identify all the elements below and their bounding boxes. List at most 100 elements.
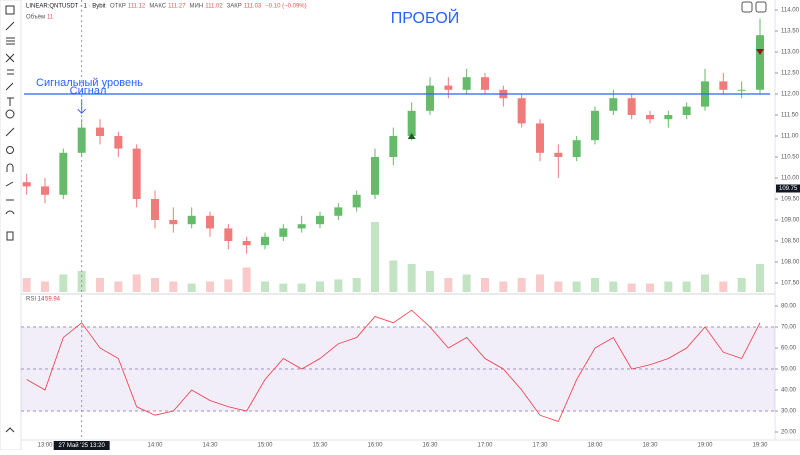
- candle-body: [206, 215, 214, 229]
- crosshair-price: 109.75: [779, 186, 798, 192]
- volume-bar: [114, 281, 123, 292]
- y-tick-label: 113.00: [781, 50, 800, 56]
- window-buttons[interactable]: [741, 1, 767, 13]
- volume-bar: [426, 271, 434, 292]
- candle-body: [462, 77, 471, 90]
- signal-marker: [756, 49, 764, 55]
- candle-body: [646, 115, 654, 120]
- volume-bar: [371, 222, 379, 292]
- volume-bar: [664, 281, 673, 292]
- candle-body: [389, 136, 398, 157]
- quote-change: −0.10 (−0.09%): [265, 4, 306, 10]
- x-tick-label: 16:00: [367, 443, 383, 449]
- volume-bar: [261, 281, 269, 292]
- volume-bar: [22, 278, 31, 292]
- y2-tick-label: 50.00: [781, 367, 797, 373]
- y-tick-label: 111.50: [781, 113, 799, 119]
- volume-bar: [591, 278, 599, 292]
- quote-key: МИН: [190, 4, 204, 10]
- quote-value: 111.03: [244, 4, 262, 10]
- volume-bar: [187, 283, 196, 292]
- candle-body: [41, 186, 49, 195]
- rsi-line: [26, 309, 761, 422]
- volume-bar: [389, 260, 398, 292]
- candle-body: [444, 85, 453, 90]
- volume-bar: [279, 283, 288, 292]
- y2-tick-label: 40.00: [781, 388, 797, 394]
- symbol: LINEAR:QNTUSDT · 1 · Bybit: [26, 4, 106, 10]
- volume-bar: [132, 274, 141, 292]
- candle-body: [609, 98, 618, 111]
- candle-body: [151, 199, 159, 220]
- y-tick-label: 108.50: [781, 239, 800, 245]
- volume-bar: [316, 281, 324, 292]
- volume-bar: [206, 281, 214, 292]
- signal-label: Сигнал: [70, 85, 107, 97]
- candle-body: [297, 224, 306, 229]
- volume-bar: [609, 281, 618, 292]
- volume-bar: [572, 281, 581, 292]
- x-tick-label: 14:00: [147, 443, 163, 449]
- candle-body: [279, 228, 288, 237]
- volume-bar: [462, 274, 471, 292]
- y2-tick-label: 80.00: [781, 304, 797, 310]
- candle-body: [114, 136, 123, 149]
- x-tick-label: 17:30: [532, 443, 548, 449]
- candle-body: [132, 148, 141, 199]
- crosshair-time: 27 Май '25 13:20: [59, 442, 106, 449]
- rsi-value: 59.94: [45, 297, 61, 303]
- x-tick-label: 15:30: [312, 443, 328, 449]
- candle-body: [664, 115, 673, 120]
- candle-body: [96, 127, 104, 136]
- volume-bar: [444, 278, 453, 292]
- x-tick-label: 15:00: [257, 443, 273, 449]
- candle-body: [352, 194, 361, 208]
- candle-body: [169, 220, 178, 225]
- crosshair-time-bg: [53, 441, 110, 450]
- y-tick-label: 108.00: [781, 260, 800, 266]
- volume-bar: [554, 281, 563, 292]
- volume-bar: [169, 281, 178, 292]
- quote-value: 111.02: [205, 4, 223, 10]
- y-tick-label: 111.00: [781, 134, 799, 140]
- candle-body: [481, 77, 489, 90]
- y-tick-label: 112.50: [781, 71, 800, 77]
- volume-bar: [334, 279, 343, 292]
- chart-title: ПРОБОЙ: [391, 8, 460, 27]
- volume-value: 11: [47, 15, 54, 21]
- x-tick-label: 18:30: [642, 443, 658, 449]
- signal-level-label: Сигнальный уровень: [36, 77, 143, 89]
- volume-bar: [719, 281, 728, 292]
- y2-tick-label: 70.00: [781, 325, 797, 331]
- candle-body: [719, 81, 728, 90]
- candle-body: [224, 228, 233, 241]
- candle-body: [261, 236, 269, 246]
- signal-marker: [407, 133, 416, 139]
- x-tick-label: 17:00: [477, 443, 493, 449]
- volume-bar: [701, 274, 709, 292]
- volume-bar: [151, 278, 159, 292]
- toolbar-icons[interactable]: [5, 5, 15, 433]
- y2-tick-label: 30.00: [781, 409, 797, 415]
- candle-body: [59, 152, 68, 195]
- toolbar: [0, 0, 22, 451]
- candle-body: [426, 85, 434, 111]
- candle-body: [737, 89, 746, 91]
- y-tick-label: 107.50: [781, 281, 800, 287]
- quote-key: ЗАКР: [227, 4, 242, 10]
- candle-body: [22, 182, 31, 187]
- volume-bar: [96, 278, 104, 292]
- x-tick-label: 18:00: [587, 443, 603, 449]
- y-tick-label: 110.00: [781, 176, 800, 182]
- candle-body: [756, 35, 764, 90]
- candle-body: [187, 215, 196, 225]
- volume-bar: [297, 283, 306, 292]
- volume-bar: [627, 283, 636, 292]
- candle-body: [517, 98, 526, 124]
- candle-body: [334, 207, 343, 216]
- volume-bar: [499, 281, 508, 292]
- volume-label: Объём: [26, 15, 45, 21]
- y2-tick-label: 60.00: [781, 346, 797, 352]
- y2-tick-label: 20.00: [781, 430, 797, 436]
